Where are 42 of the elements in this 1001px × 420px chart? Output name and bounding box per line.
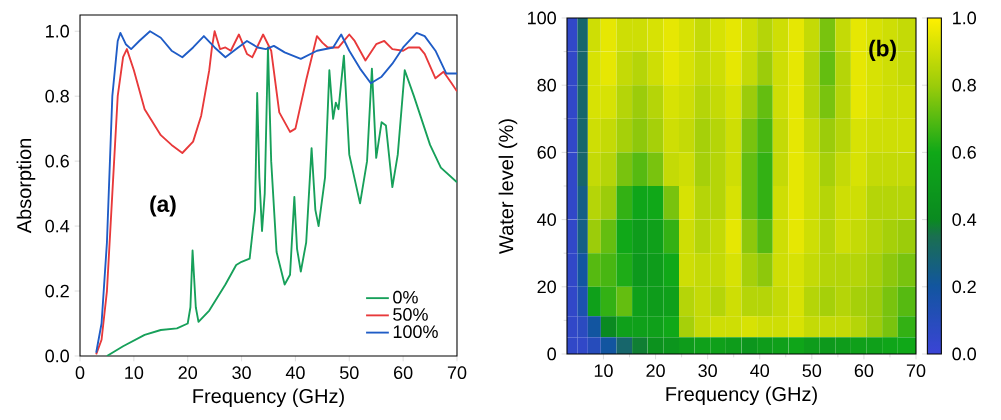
x-axis-title: Frequency (GHz) [193, 388, 344, 408]
x-tick-label: 40 [750, 364, 770, 378]
annotation: (b) [869, 39, 896, 61]
x-tick-label: 50 [339, 366, 359, 380]
x-tick-label: 10 [594, 364, 613, 378]
color-bar-label: 0.2 [952, 280, 976, 294]
y-tick-label: 0 [547, 347, 556, 361]
legend-label: 50% [393, 308, 428, 321]
x-tick-label: 30 [232, 366, 251, 380]
y-axis-title: Water level (%) [498, 119, 518, 254]
x-tick-label: 70 [447, 366, 467, 380]
x-axis-title: Frequency (GHz) [666, 386, 817, 406]
color-bar-label: 0.4 [952, 213, 977, 226]
legend-label: 0% [393, 290, 418, 304]
x-tick-label: 60 [394, 366, 413, 380]
color-bar-label: 0.0 [952, 347, 977, 361]
x-tick-label: 30 [698, 364, 717, 378]
y-tick-label: 0.8 [45, 89, 69, 103]
y-tick-label: 1.0 [46, 24, 69, 38]
y-tick-label: 100 [528, 11, 556, 25]
color-bar-label: 0.8 [952, 78, 976, 92]
x-tick-label: 20 [646, 364, 665, 378]
y-tick-label: 0.2 [45, 284, 69, 298]
x-tick-label: 0 [75, 366, 85, 380]
x-tick-label: 20 [178, 366, 198, 380]
y-tick-label: 40 [537, 213, 556, 226]
x-tick-label: 60 [854, 364, 874, 378]
y-tick-label: 0.0 [45, 349, 69, 363]
y-tick-label: 60 [537, 146, 556, 159]
legend-label: 100% [393, 325, 438, 339]
color-bar-label: 0.6 [952, 146, 976, 159]
x-tick-label: 10 [125, 366, 144, 380]
color-bar-label: 1.0 [953, 11, 977, 25]
y-axis-title: Absorption [16, 138, 36, 234]
annotation: (a) [150, 195, 176, 217]
x-tick-label: 70 [906, 364, 926, 378]
x-tick-label: 50 [802, 364, 822, 378]
y-tick-label: 0.4 [45, 219, 70, 233]
x-tick-label: 40 [285, 366, 305, 380]
y-tick-label: 80 [537, 78, 556, 92]
y-tick-label: 0.6 [45, 154, 69, 168]
y-tick-label: 20 [537, 280, 556, 294]
